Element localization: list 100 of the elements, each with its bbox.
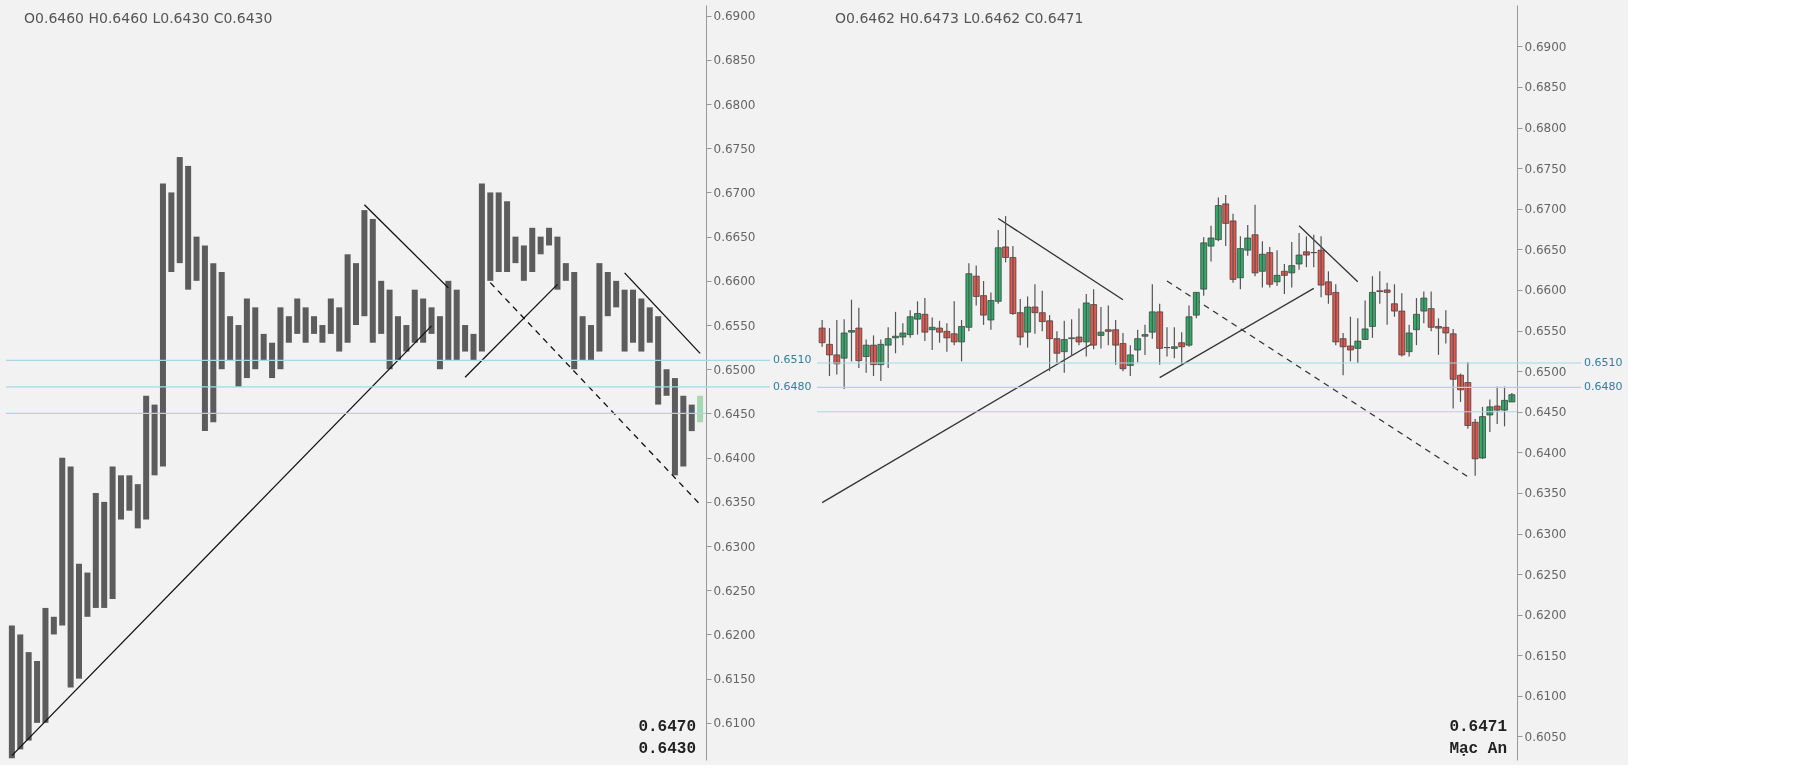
y-tick-label: 0.6650 [713,230,756,245]
bar [302,307,309,343]
bar [562,263,569,281]
bar [260,333,267,361]
bar [218,271,225,370]
bar [470,333,477,361]
bar [25,652,32,741]
y-tick-label: 0.6700 [1524,202,1567,217]
bar [537,236,544,255]
bar [671,378,678,476]
bar [629,289,636,343]
bar [361,210,368,317]
bar [201,245,208,432]
y-tick-label: 0.6050 [1524,729,1567,744]
y-tick-label: 0.6700 [713,185,756,200]
bar [210,263,217,423]
bar [126,475,133,511]
bar [579,316,586,361]
y-tick-label: 0.6650 [1524,242,1567,257]
bar [663,369,670,396]
annotation: 0.6430 [638,740,696,758]
bar [638,298,645,352]
bar [76,563,83,679]
bar [403,325,410,352]
bar [453,289,460,361]
y-tick-label: 0.6300 [713,539,756,554]
y-tick-label: 0.6600 [1524,283,1567,298]
bar [134,484,141,529]
bar [327,298,334,334]
ref-line-label: 0.6510 [773,353,812,367]
bar [369,218,376,343]
y-tick-label: 0.6600 [713,274,756,289]
bar [185,165,192,290]
bar [588,325,595,361]
bar [168,192,175,272]
y-tick-label: 0.6500 [1524,364,1567,379]
bar [504,201,511,272]
bar [445,280,452,361]
bar [269,342,276,379]
bar [613,280,620,308]
bar [50,616,57,635]
bar [596,263,603,352]
y-tick-label: 0.6850 [713,53,756,68]
ref-line-label: 0.6510 [1584,356,1623,370]
bar [655,316,662,405]
y-tick-label: 0.6550 [713,318,756,333]
y-tick-label: 0.6450 [713,406,756,421]
bar [394,316,401,361]
bar [243,298,250,379]
ref-line-label: 0.6480 [773,379,812,393]
bar [495,192,502,272]
y-tick-label: 0.6550 [1524,324,1567,339]
bar [92,493,99,608]
bar [8,625,15,759]
bar [378,280,385,334]
bar [520,245,527,281]
y-tick-label: 0.6350 [1524,486,1567,501]
bar [17,634,24,750]
chart-title: O0.6460 H0.6460 L0.6430 C0.6430 [24,10,273,26]
ref-line-label: 0.6480 [1584,380,1623,394]
bar [546,227,553,246]
y-tick-label: 0.6500 [713,362,756,377]
y-tick-label: 0.6450 [1524,405,1567,420]
candlestick [1141,324,1149,356]
bar [554,236,561,290]
candlestick [1361,299,1369,341]
y-tick-label: 0.6750 [1524,161,1567,176]
bar [42,607,49,723]
bar [117,475,124,520]
bar [411,289,418,343]
y-tick-label: 0.6100 [1524,689,1567,704]
y-tick-label: 0.6100 [713,716,756,731]
bar [462,325,469,352]
candlestick [818,319,826,348]
bar [604,271,611,317]
y-tick-label: 0.6900 [1524,39,1567,54]
bar [101,501,108,608]
bar [436,316,443,370]
bar [344,254,351,343]
y-tick-label: 0.6800 [713,97,756,112]
y-tick-label: 0.6200 [1524,608,1567,623]
bar [252,307,259,370]
bar [646,307,653,343]
bar [285,316,292,343]
bar [84,572,91,617]
y-tick-label: 0.6400 [713,451,756,466]
y-tick-label: 0.6200 [713,627,756,642]
bar [227,316,234,361]
bar [59,457,66,626]
bar [319,325,326,343]
bar [336,307,343,352]
candlestick [1134,329,1141,363]
bar [159,183,166,467]
chart-title: O0.6462 H0.6473 L0.6462 C0.6471 [835,10,1084,26]
bar [34,660,41,723]
bar [680,395,687,467]
y-tick-label: 0.6250 [713,583,756,598]
bar [109,466,116,600]
bar [151,404,158,476]
bar [487,192,494,281]
